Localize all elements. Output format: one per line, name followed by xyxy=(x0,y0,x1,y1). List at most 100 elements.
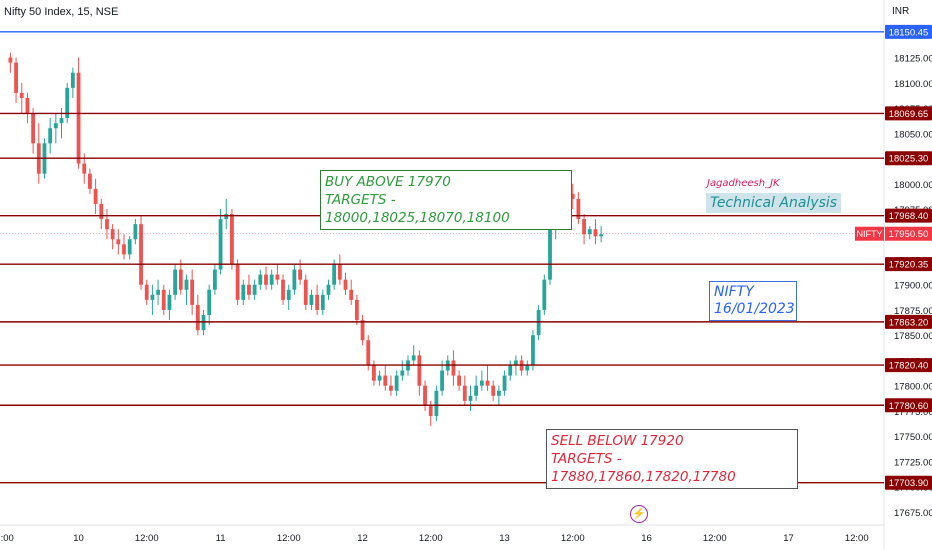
candle xyxy=(337,254,342,285)
candle-body xyxy=(468,395,473,401)
candle-body xyxy=(264,274,268,285)
tagline-label: Technical Analysis xyxy=(706,193,842,213)
candle xyxy=(269,269,274,290)
candle-body xyxy=(542,279,547,310)
candle-body xyxy=(178,269,183,290)
candle xyxy=(326,279,331,300)
candle xyxy=(451,350,456,386)
level-price-label: 17863.20 xyxy=(885,314,932,329)
candle-body xyxy=(428,405,433,416)
candle xyxy=(587,226,592,240)
candle-body xyxy=(195,304,200,331)
candle-body xyxy=(366,340,371,366)
candle-body xyxy=(570,193,575,199)
candle xyxy=(570,183,575,209)
buy-line-2: TARGETS - 18000,18025,18070,18100 xyxy=(325,192,510,226)
nifty-date: 16/01/2023 xyxy=(714,301,795,317)
level-price-label-text: 17968.40 xyxy=(889,211,929,222)
candle-body xyxy=(93,188,98,204)
level-price-label: 17820.40 xyxy=(885,358,932,373)
candle xyxy=(212,264,217,295)
last-price-label-bg xyxy=(885,226,932,241)
candle xyxy=(275,264,280,285)
candle-body xyxy=(508,365,513,376)
candle-body xyxy=(105,219,109,230)
candle-body xyxy=(110,229,115,240)
candle-body xyxy=(377,375,382,381)
candle-body xyxy=(76,72,81,164)
candle xyxy=(31,108,36,154)
candle-body xyxy=(59,118,64,124)
candle-body xyxy=(122,244,126,255)
level-price-label: 18069.65 xyxy=(885,106,932,121)
candle-body xyxy=(133,224,138,240)
candle-body xyxy=(531,335,535,366)
candle-body xyxy=(127,239,132,255)
level-price-label-bg xyxy=(885,151,932,166)
candle-body xyxy=(457,375,462,386)
candle-body xyxy=(474,385,479,396)
y-tick-label: 17750.00 xyxy=(894,432,932,443)
symbol-tag-text: NIFTY xyxy=(857,229,883,239)
candle-body xyxy=(337,264,342,280)
candle-body xyxy=(479,380,484,386)
candle xyxy=(593,219,598,245)
candle xyxy=(264,266,268,290)
candle-body xyxy=(144,284,149,300)
candle xyxy=(88,168,92,194)
candle-body xyxy=(514,360,518,366)
candle xyxy=(440,360,444,396)
sell-line-2: TARGETS - 17880,17860,17820,17780 xyxy=(551,451,736,485)
candle-body xyxy=(400,370,405,376)
sell-annotation[interactable]: SELL BELOW 17920 TARGETS - 17880,17860,1… xyxy=(546,429,798,489)
level-price-label: 18150.45 xyxy=(885,24,932,39)
y-tick-label: 18050.00 xyxy=(894,129,932,140)
candle xyxy=(53,113,58,144)
candle-body xyxy=(48,128,53,144)
y-tick-label: 18000.00 xyxy=(894,180,932,191)
candle xyxy=(411,345,416,366)
candle xyxy=(93,178,98,215)
level-price-label-text: 17820.40 xyxy=(889,361,929,372)
y-tick-label: 17850.00 xyxy=(894,331,932,342)
nifty-title: NIFTY xyxy=(714,284,754,300)
candle xyxy=(508,360,513,381)
y-tick-label: 17900.00 xyxy=(894,281,932,292)
candle-body xyxy=(53,123,58,129)
candle xyxy=(65,82,70,124)
candle-body xyxy=(411,355,416,361)
candle xyxy=(377,370,382,386)
candle-body xyxy=(184,279,189,290)
candle xyxy=(8,52,13,73)
candle-body xyxy=(201,315,206,331)
candle xyxy=(252,279,257,300)
candle xyxy=(195,294,200,336)
candle xyxy=(542,274,547,315)
lightning-icon[interactable]: ⚡ xyxy=(630,505,648,523)
candle-body xyxy=(88,173,92,189)
buy-annotation[interactable]: BUY ABOVE 17970 TARGETS - 18000,18025,18… xyxy=(320,170,572,230)
candle xyxy=(343,272,348,295)
candle-body xyxy=(417,355,422,386)
candle xyxy=(173,264,178,300)
y-tick-label: 17800.00 xyxy=(894,382,932,393)
nifty-annotation[interactable]: NIFTY 16/01/2023 xyxy=(709,281,797,321)
candle xyxy=(531,330,535,371)
x-tick-label: 12:00 xyxy=(561,533,585,544)
candle xyxy=(224,198,229,230)
candle xyxy=(548,224,552,285)
candle xyxy=(133,219,138,245)
candle xyxy=(156,279,160,305)
candle-body xyxy=(252,284,257,295)
candle xyxy=(417,350,422,396)
y-tick-label: 17775.00 xyxy=(894,407,932,418)
candle-body xyxy=(320,294,325,310)
y-tick-label: 17675.00 xyxy=(894,508,932,519)
candle xyxy=(99,198,104,230)
candle-body xyxy=(241,284,246,300)
candle-body xyxy=(275,274,280,280)
candle xyxy=(389,375,393,396)
candle xyxy=(167,289,172,321)
symbol-title[interactable]: Nifty 50 Index, 15, NSE xyxy=(4,6,119,18)
candle xyxy=(247,274,251,300)
